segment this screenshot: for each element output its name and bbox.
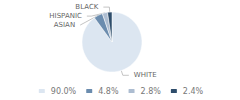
svg-text:90.0%: 90.0% — [51, 87, 77, 96]
svg-text:HISPANIC: HISPANIC — [49, 12, 82, 20]
svg-text:ASIAN: ASIAN — [54, 21, 75, 29]
svg-text:BLACK: BLACK — [75, 3, 98, 11]
svg-text:2.8%: 2.8% — [141, 87, 162, 96]
svg-text:2.4%: 2.4% — [183, 87, 204, 96]
svg-text:4.8%: 4.8% — [98, 87, 119, 96]
svg-text:WHITE: WHITE — [134, 71, 157, 79]
